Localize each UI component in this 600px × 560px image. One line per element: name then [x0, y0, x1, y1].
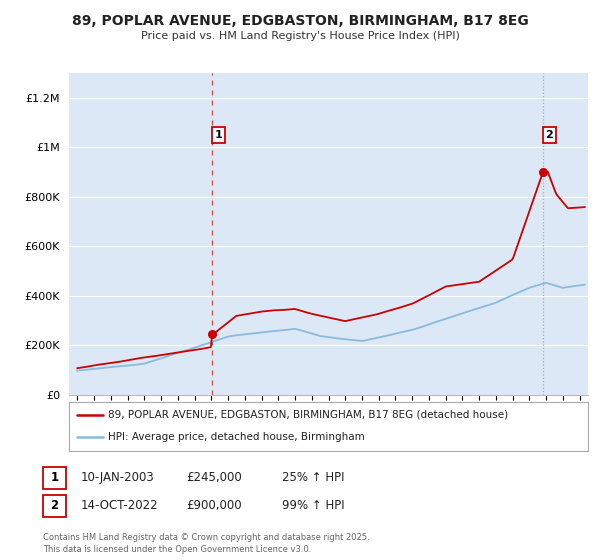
Text: 2: 2	[50, 498, 59, 512]
Text: 2: 2	[545, 130, 553, 140]
Text: Contains HM Land Registry data © Crown copyright and database right 2025.
This d: Contains HM Land Registry data © Crown c…	[43, 533, 370, 554]
Text: 1: 1	[50, 470, 59, 484]
Text: 14-OCT-2022: 14-OCT-2022	[81, 498, 158, 512]
Text: HPI: Average price, detached house, Birmingham: HPI: Average price, detached house, Birm…	[108, 432, 365, 442]
Text: 10-JAN-2003: 10-JAN-2003	[81, 470, 155, 484]
Text: 99% ↑ HPI: 99% ↑ HPI	[282, 498, 344, 512]
Text: 89, POPLAR AVENUE, EDGBASTON, BIRMINGHAM, B17 8EG: 89, POPLAR AVENUE, EDGBASTON, BIRMINGHAM…	[71, 14, 529, 28]
Text: £245,000: £245,000	[186, 470, 242, 484]
Text: 89, POPLAR AVENUE, EDGBASTON, BIRMINGHAM, B17 8EG (detached house): 89, POPLAR AVENUE, EDGBASTON, BIRMINGHAM…	[108, 410, 508, 420]
Text: 1: 1	[215, 130, 223, 140]
Text: 25% ↑ HPI: 25% ↑ HPI	[282, 470, 344, 484]
Text: £900,000: £900,000	[186, 498, 242, 512]
Text: Price paid vs. HM Land Registry's House Price Index (HPI): Price paid vs. HM Land Registry's House …	[140, 31, 460, 41]
